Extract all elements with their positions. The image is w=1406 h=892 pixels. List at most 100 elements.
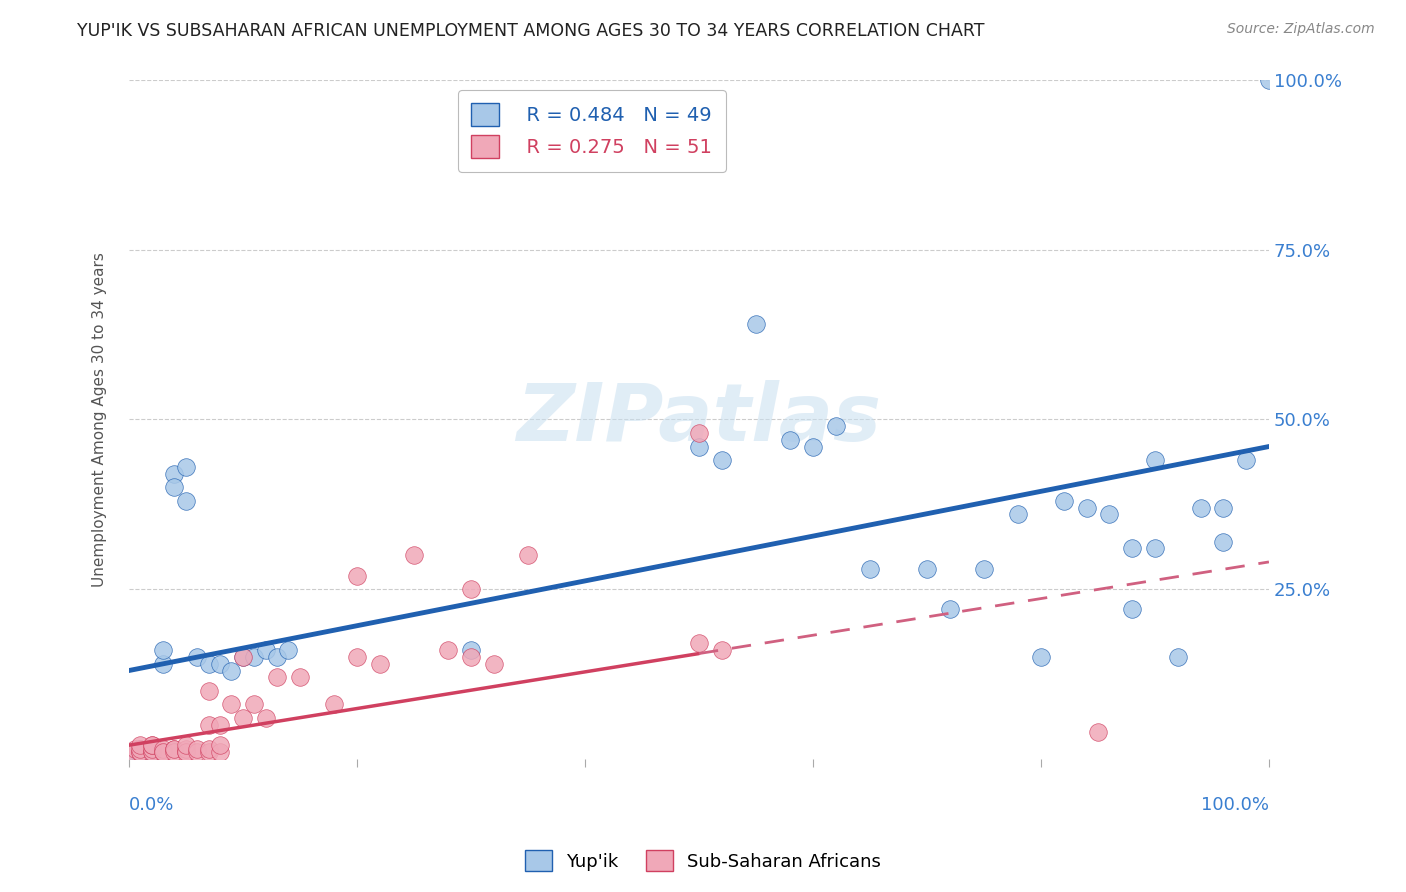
Point xyxy=(152,657,174,671)
Point xyxy=(460,643,482,657)
Point xyxy=(1143,541,1166,556)
Point xyxy=(323,698,346,712)
Point xyxy=(243,698,266,712)
Point xyxy=(163,480,186,494)
Point xyxy=(197,718,219,732)
Point xyxy=(437,643,460,657)
Point xyxy=(1029,650,1052,665)
Point xyxy=(186,741,208,756)
Point xyxy=(368,657,391,671)
Point xyxy=(174,493,197,508)
Point xyxy=(710,453,733,467)
Point xyxy=(460,582,482,596)
Point xyxy=(163,741,186,756)
Point xyxy=(129,745,152,759)
Point xyxy=(152,745,174,759)
Point xyxy=(254,711,277,725)
Point xyxy=(1234,453,1257,467)
Point xyxy=(152,643,174,657)
Point xyxy=(197,657,219,671)
Point xyxy=(152,741,174,756)
Point xyxy=(152,745,174,759)
Text: Source: ZipAtlas.com: Source: ZipAtlas.com xyxy=(1227,22,1375,37)
Point xyxy=(197,684,219,698)
Point xyxy=(1167,650,1189,665)
Point xyxy=(688,636,710,650)
Point xyxy=(129,741,152,756)
Point xyxy=(124,741,146,756)
Point xyxy=(1212,534,1234,549)
Point xyxy=(209,738,232,752)
Point xyxy=(266,670,288,684)
Point xyxy=(174,745,197,759)
Point xyxy=(482,657,505,671)
Point xyxy=(915,562,938,576)
Point xyxy=(288,670,311,684)
Point xyxy=(129,748,152,763)
Point xyxy=(1121,541,1143,556)
Point xyxy=(346,650,368,665)
Point xyxy=(779,433,801,447)
Point xyxy=(277,643,299,657)
Point xyxy=(1007,508,1029,522)
Point xyxy=(801,440,824,454)
Legend: Yup'ik, Sub-Saharan Africans: Yup'ik, Sub-Saharan Africans xyxy=(517,843,889,879)
Point xyxy=(232,650,254,665)
Point xyxy=(1143,453,1166,467)
Point xyxy=(197,745,219,759)
Point xyxy=(186,745,208,759)
Point xyxy=(221,664,243,678)
Point xyxy=(129,741,152,756)
Point xyxy=(141,745,163,759)
Point xyxy=(197,741,219,756)
Point xyxy=(163,745,186,759)
Point xyxy=(129,745,152,759)
Point xyxy=(973,562,995,576)
Point xyxy=(209,657,232,671)
Point xyxy=(141,748,163,763)
Point xyxy=(141,745,163,759)
Point xyxy=(1098,508,1121,522)
Point xyxy=(938,602,960,616)
Text: YUP'IK VS SUBSAHARAN AFRICAN UNEMPLOYMENT AMONG AGES 30 TO 34 YEARS CORRELATION : YUP'IK VS SUBSAHARAN AFRICAN UNEMPLOYMEN… xyxy=(77,22,984,40)
Point xyxy=(346,568,368,582)
Point xyxy=(710,643,733,657)
Point xyxy=(174,459,197,474)
Point xyxy=(402,548,425,562)
Point xyxy=(1212,500,1234,515)
Point xyxy=(163,741,186,756)
Point xyxy=(243,650,266,665)
Point xyxy=(1189,500,1212,515)
Point xyxy=(209,718,232,732)
Point xyxy=(1087,724,1109,739)
Point xyxy=(232,711,254,725)
Point xyxy=(129,745,152,759)
Point xyxy=(688,440,710,454)
Point xyxy=(141,741,163,756)
Point xyxy=(118,745,141,759)
Point xyxy=(129,738,152,752)
Y-axis label: Unemployment Among Ages 30 to 34 years: Unemployment Among Ages 30 to 34 years xyxy=(93,252,107,587)
Point xyxy=(141,745,163,759)
Point xyxy=(124,745,146,759)
Point xyxy=(174,741,197,756)
Point xyxy=(209,745,232,759)
Point xyxy=(141,741,163,756)
Point xyxy=(460,650,482,665)
Point xyxy=(141,738,163,752)
Point xyxy=(163,467,186,481)
Point xyxy=(1053,493,1076,508)
Point xyxy=(859,562,882,576)
Point xyxy=(186,650,208,665)
Point xyxy=(824,419,846,434)
Point xyxy=(174,738,197,752)
Text: 0.0%: 0.0% xyxy=(129,797,174,814)
Point xyxy=(688,425,710,440)
Point xyxy=(221,698,243,712)
Text: 100.0%: 100.0% xyxy=(1201,797,1270,814)
Point xyxy=(254,643,277,657)
Text: ZIPatlas: ZIPatlas xyxy=(516,380,882,458)
Point xyxy=(745,318,768,332)
Point xyxy=(232,650,254,665)
Point xyxy=(174,745,197,759)
